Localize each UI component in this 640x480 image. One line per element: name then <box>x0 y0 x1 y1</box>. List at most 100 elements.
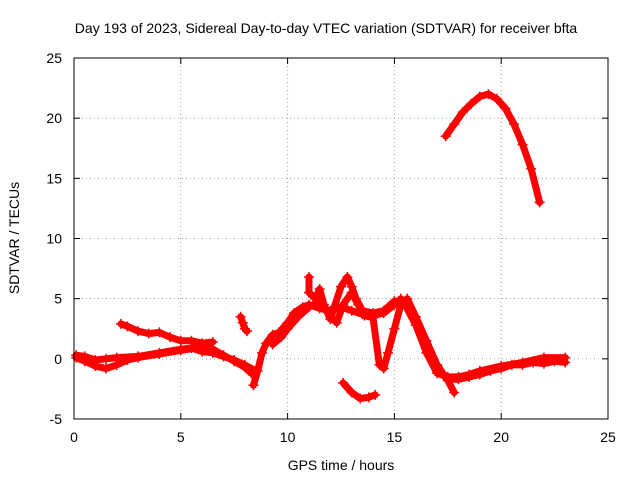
data-point <box>483 89 494 100</box>
x-axis-label: GPS time / hours <box>288 457 395 473</box>
data-point <box>496 363 507 374</box>
data-point <box>207 347 218 358</box>
data-point <box>235 311 246 322</box>
data-point <box>549 356 560 367</box>
series-trace <box>237 313 251 335</box>
data-point <box>303 302 314 313</box>
series-arc-3 <box>115 318 218 349</box>
data-point <box>239 323 250 334</box>
data-point <box>526 163 537 174</box>
chart-title: Day 193 of 2023, Sidereal Day-to-day VTE… <box>75 20 578 36</box>
data-point <box>474 91 485 102</box>
y-tick-label: 0 <box>54 351 62 367</box>
data-point <box>314 284 325 295</box>
data-point <box>331 317 342 328</box>
data-point <box>389 323 400 334</box>
data-point <box>237 317 248 328</box>
data-point <box>449 387 460 398</box>
data-point <box>464 371 475 382</box>
data-point <box>318 299 329 310</box>
data-point <box>338 377 349 388</box>
data-point <box>154 347 165 358</box>
y-tick-label: 10 <box>46 231 62 247</box>
data-point <box>90 355 101 366</box>
data-point <box>282 323 293 334</box>
x-tick-label: 25 <box>600 429 616 445</box>
data-point <box>449 119 460 130</box>
series-arc-9 <box>338 377 381 404</box>
data-point <box>485 365 496 376</box>
data-point <box>122 321 133 332</box>
data-point <box>355 393 366 404</box>
data-point <box>346 281 357 292</box>
data-point <box>143 328 154 339</box>
data-series <box>71 89 571 404</box>
data-point <box>267 339 278 350</box>
y-tick-labels: -5 0 5 10 15 20 25 <box>46 50 62 427</box>
y-tick-label: 5 <box>54 291 62 307</box>
data-point <box>325 314 336 325</box>
series-trace <box>442 90 544 206</box>
data-point <box>400 299 411 310</box>
data-point <box>115 318 126 329</box>
data-point <box>267 329 278 340</box>
data-point <box>175 335 186 346</box>
series-arc-4 <box>235 311 253 337</box>
data-point <box>474 369 485 380</box>
data-point <box>197 346 208 357</box>
data-point <box>457 107 468 118</box>
data-point <box>500 103 511 114</box>
grid <box>74 58 608 419</box>
data-point <box>357 305 368 316</box>
data-point <box>175 344 186 355</box>
data-point <box>218 351 229 362</box>
data-point <box>453 374 464 385</box>
data-point <box>491 93 502 104</box>
plot-frame <box>73 57 609 420</box>
data-point <box>442 374 453 385</box>
x-tick-label: 0 <box>70 429 78 445</box>
data-point <box>350 293 361 304</box>
data-point <box>154 327 165 338</box>
data-point <box>534 197 545 208</box>
data-point <box>517 139 528 150</box>
y-axis-label: SDTVAR / TECUs <box>6 182 22 294</box>
y-tick-label: -5 <box>50 411 63 427</box>
data-point <box>79 351 90 362</box>
data-point <box>133 351 144 362</box>
data-point <box>133 326 144 337</box>
data-point <box>310 293 321 304</box>
data-point <box>538 358 549 369</box>
x-tick-label: 5 <box>177 429 185 445</box>
data-point <box>336 281 346 292</box>
data-point <box>248 380 259 391</box>
data-point <box>338 299 349 310</box>
data-point <box>239 359 250 370</box>
data-point <box>560 357 571 368</box>
data-point <box>256 347 267 358</box>
y-tick-label: 15 <box>46 170 62 186</box>
y-tick-label: 20 <box>46 110 62 126</box>
data-point <box>293 311 304 322</box>
data-point <box>363 392 374 403</box>
data-point <box>421 347 432 358</box>
data-point <box>410 320 421 331</box>
series-trace <box>269 289 458 396</box>
x-tick-label: 15 <box>387 429 403 445</box>
data-point <box>370 389 381 400</box>
data-point <box>378 363 389 374</box>
data-point <box>342 272 353 283</box>
data-point <box>346 387 357 398</box>
data-point <box>165 332 176 343</box>
data-point <box>432 368 443 379</box>
data-point <box>252 365 263 376</box>
data-point <box>276 332 287 343</box>
x-tick-label: 10 <box>280 429 296 445</box>
data-point <box>303 287 314 298</box>
data-point <box>346 305 357 316</box>
data-point <box>197 338 208 349</box>
series-arc-6 <box>267 287 460 398</box>
x-tick-label: 20 <box>493 429 509 445</box>
series-arc-8 <box>442 356 571 385</box>
